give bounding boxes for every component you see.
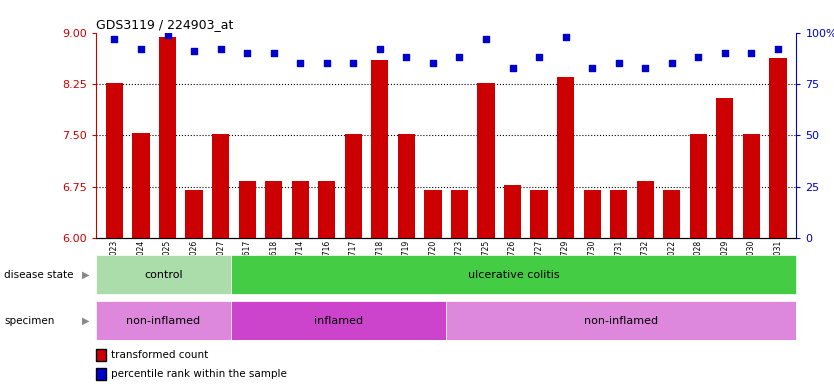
Bar [530,190,548,238]
Bar [265,180,283,238]
Text: non-inflamed: non-inflamed [585,316,658,326]
Point [161,31,174,38]
Bar [716,98,733,238]
Point [294,60,307,66]
Point [480,36,493,42]
Text: ulcerative colitis: ulcerative colitis [468,270,560,280]
Bar [584,190,600,238]
Point [214,46,228,52]
Text: ▶: ▶ [82,270,89,280]
Bar [371,60,389,238]
Text: control: control [144,270,183,280]
Text: ▶: ▶ [82,316,89,326]
Bar [425,190,441,238]
Point [320,60,334,66]
Bar [344,134,362,238]
Bar [743,134,760,238]
Bar [690,134,707,238]
Bar [292,180,309,238]
Bar [96,301,231,340]
Bar [610,190,627,238]
Point [639,65,652,71]
Point [240,50,254,56]
Bar [185,190,203,238]
Point [532,54,545,60]
Bar [231,255,796,294]
Bar [133,132,149,238]
Point [506,65,520,71]
Bar [159,37,176,238]
Point [718,50,731,56]
Text: non-inflamed: non-inflamed [126,316,200,326]
Bar [769,58,786,238]
Bar [477,83,495,238]
Text: disease state: disease state [4,270,73,280]
Text: specimen: specimen [4,316,54,326]
Point [426,60,440,66]
Point [399,54,413,60]
Bar [557,77,575,238]
Text: transformed count: transformed count [111,350,208,360]
Text: percentile rank within the sample: percentile rank within the sample [111,369,287,379]
Bar [318,180,335,238]
Point [745,50,758,56]
Bar [451,190,468,238]
Bar [446,301,796,340]
Bar [239,180,256,238]
Bar [504,185,521,238]
Bar [231,301,446,340]
Point [691,54,705,60]
Point [134,46,148,52]
Point [665,60,678,66]
Point [585,65,599,71]
Point [373,46,386,52]
Point [347,60,360,66]
Text: inflamed: inflamed [314,316,363,326]
Bar [398,134,415,238]
Bar [636,180,654,238]
Bar [96,255,231,294]
Text: GDS3119 / 224903_at: GDS3119 / 224903_at [96,18,234,31]
Point [108,36,121,42]
Point [188,48,201,54]
Bar [663,190,681,238]
Point [771,46,785,52]
Point [559,34,572,40]
Bar [212,134,229,238]
Point [267,50,280,56]
Point [612,60,626,66]
Bar [106,83,123,238]
Point [453,54,466,60]
